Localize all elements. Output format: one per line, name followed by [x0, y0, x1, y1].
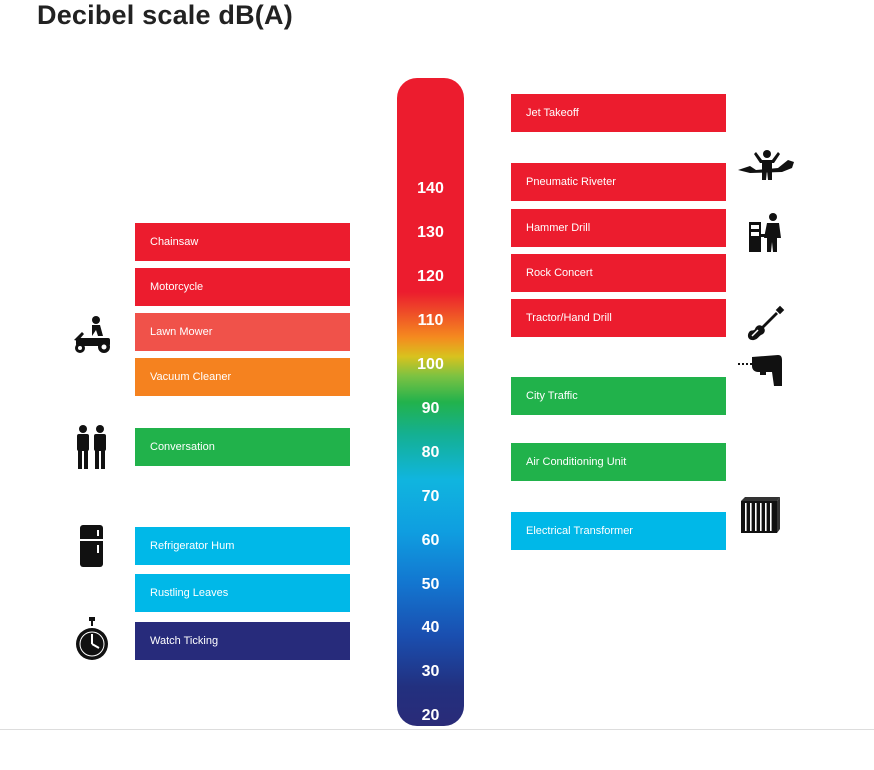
sound-source-box: Jet Takeoff	[511, 94, 726, 132]
sound-source-box: Hammer Drill	[511, 209, 726, 247]
sound-source-box: Watch Ticking	[135, 622, 350, 660]
scale-tick: 20	[421, 707, 440, 724]
scale-tick: 80	[421, 444, 440, 461]
scale-tick: 100	[417, 356, 444, 373]
stopwatch-icon	[76, 617, 108, 660]
sound-source-box: Electrical Transformer	[511, 512, 726, 550]
sound-source-box: Chainsaw	[135, 223, 350, 261]
sound-source-box: Pneumatic Riveter	[511, 163, 726, 201]
scale-tick: 50	[421, 576, 440, 593]
scale-tick: 140	[417, 180, 444, 197]
scale-tick: 110	[417, 312, 444, 329]
drill-icon	[738, 355, 782, 386]
sound-source-box: Rock Concert	[511, 254, 726, 292]
sound-source-box: Motorcycle	[135, 268, 350, 306]
bottom-divider	[0, 729, 874, 730]
construction-worker-icon	[749, 213, 781, 252]
people-icon	[77, 425, 106, 469]
scale-tick: 10	[421, 751, 440, 768]
page-title: Decibel scale dB(A)	[37, 0, 293, 30]
sound-source-box: Refrigerator Hum	[135, 527, 350, 565]
sound-source-box: Conversation	[135, 428, 350, 466]
sound-source-box: Air Conditioning Unit	[511, 443, 726, 481]
scale-tick: 90	[421, 400, 440, 417]
refrigerator-icon	[80, 525, 103, 567]
scale-tick: 70	[421, 488, 440, 505]
decibel-scale-bar: 140 130 120 110 100 90 80 70 60 50 40 30…	[397, 78, 464, 768]
lawn-mower-icon	[74, 316, 110, 353]
scale-tick: 60	[421, 532, 440, 549]
scale-tick: 130	[417, 224, 444, 241]
scale-tick: 40	[421, 619, 440, 636]
sound-source-box: City Traffic	[511, 377, 726, 415]
sound-source-box: Lawn Mower	[135, 313, 350, 351]
scale-tick: 120	[417, 268, 444, 285]
sound-source-box: Tractor/Hand Drill	[511, 299, 726, 337]
sound-source-box: Rustling Leaves	[135, 574, 350, 612]
scale-tick: 30	[421, 663, 440, 680]
jet-icon	[738, 150, 794, 180]
transformer-icon	[741, 497, 780, 533]
sound-source-box: Vacuum Cleaner	[135, 358, 350, 396]
guitar-icon	[747, 305, 785, 341]
